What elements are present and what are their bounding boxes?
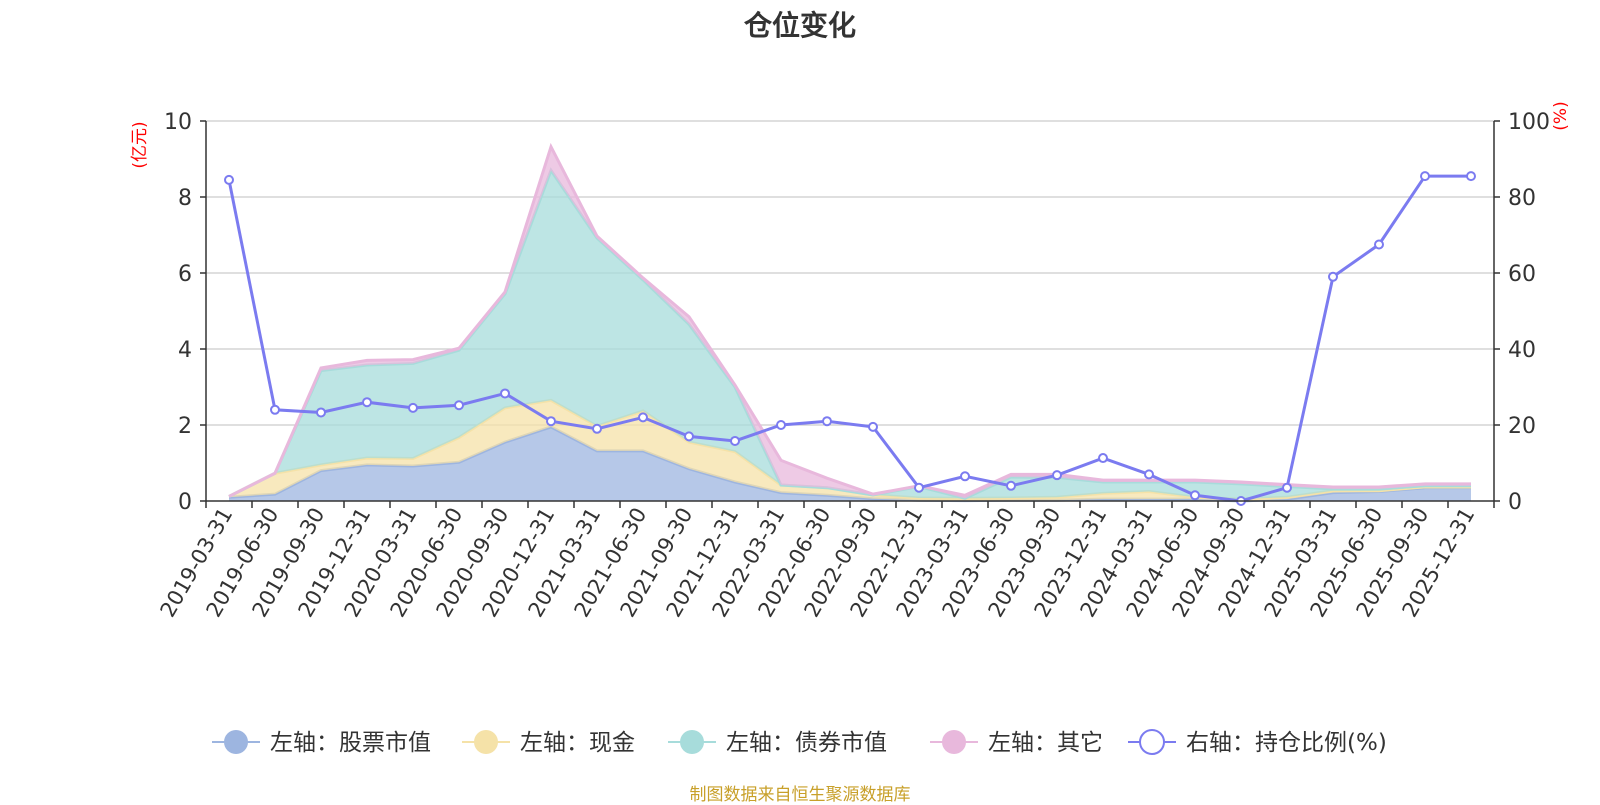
right-tick-label: 20	[1508, 414, 1536, 439]
legend-marker	[680, 730, 704, 754]
left-tick-label: 6	[178, 262, 192, 287]
left-axis-unit: (亿元)	[130, 121, 150, 168]
legend-label: 左轴：股票市值	[270, 730, 431, 756]
right-tick-label: 100	[1508, 110, 1550, 135]
right-tick-label: 80	[1508, 186, 1536, 211]
left-tick-label: 4	[178, 338, 192, 363]
ratio-point	[408, 402, 418, 413]
ratio-point	[454, 400, 464, 411]
ratio-point	[1006, 480, 1016, 491]
ratio-point	[638, 412, 648, 423]
ratio-point	[1328, 271, 1338, 282]
ratio-line	[224, 171, 1476, 506]
left-tick-label: 0	[178, 490, 192, 515]
axes: 02468100204060801002019-03-312019-06-302…	[130, 101, 1571, 621]
legend[interactable]: 左轴：股票市值 左轴：现金 左轴：债券市值 左轴：其它 右轴：持仓比例(%)	[212, 729, 1387, 756]
legend-item[interactable]: 右轴：持仓比例(%)	[1128, 729, 1387, 756]
ratio-point	[362, 397, 372, 408]
area-左轴：股票市值	[229, 426, 1471, 501]
stacked-areas	[228, 142, 1471, 503]
right-tick-label: 40	[1508, 338, 1536, 363]
right-tick-label: 0	[1508, 490, 1522, 515]
legend-marker	[224, 730, 248, 754]
ratio-point	[592, 423, 602, 434]
ratio-polyline	[227, 174, 1471, 503]
ratio-point	[730, 435, 740, 446]
chart-title: 仓位变化	[743, 9, 856, 42]
legend-item[interactable]: 左轴：其它	[930, 730, 1103, 756]
legend-label: 左轴：其它	[988, 730, 1103, 756]
ratio-point	[914, 482, 924, 493]
legend-item[interactable]: 左轴：股票市值	[212, 730, 431, 756]
ratio-point	[316, 407, 326, 418]
ratio-point	[960, 471, 970, 482]
ratio-point	[1190, 490, 1200, 501]
legend-marker	[942, 730, 966, 754]
legend-item[interactable]: 左轴：现金	[462, 730, 635, 756]
area-左轴：现金	[229, 400, 1471, 501]
ratio-point	[270, 404, 280, 415]
ratio-point	[1282, 482, 1292, 493]
ratio-point	[776, 420, 786, 430]
data-source-note: 制图数据来自恒生聚源数据库	[689, 785, 911, 805]
ratio-point	[1374, 239, 1384, 250]
ratio-point	[822, 416, 832, 427]
ratio-point	[1052, 470, 1062, 481]
legend-marker	[474, 730, 498, 754]
ratio-point	[868, 421, 878, 432]
legend-marker	[1139, 729, 1165, 755]
area-edge-左轴：其它	[228, 142, 1471, 498]
left-tick-label: 10	[164, 110, 192, 135]
area-左轴：债券市值	[229, 170, 1471, 500]
ratio-point	[1144, 469, 1154, 480]
ratio-point	[1466, 171, 1476, 182]
ratio-point	[224, 174, 234, 185]
left-tick-label: 8	[178, 186, 192, 211]
right-tick-label: 60	[1508, 262, 1536, 287]
legend-label: 右轴：持仓比例(%)	[1186, 730, 1387, 756]
ratio-point	[1098, 453, 1108, 464]
left-tick-label: 2	[178, 414, 192, 439]
legend-item[interactable]: 左轴：债券市值	[668, 730, 887, 756]
legend-label: 左轴：债券市值	[726, 730, 887, 756]
right-axis-unit: (%)	[1551, 101, 1571, 130]
ratio-point	[684, 431, 694, 442]
ratio-point	[546, 416, 556, 427]
ratio-point	[1420, 171, 1430, 182]
legend-label: 左轴：现金	[520, 730, 635, 756]
ratio-point	[500, 388, 510, 399]
